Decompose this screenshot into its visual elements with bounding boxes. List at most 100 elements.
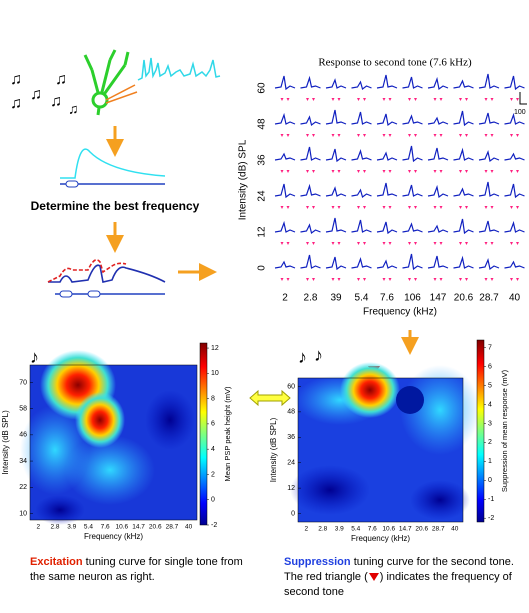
response-trace — [376, 221, 398, 235]
colorbar-tick-label: -2 — [211, 522, 217, 529]
colorbar-tick-label: -1 — [488, 496, 494, 503]
x-tick-label: 20.6 — [149, 524, 162, 531]
response-trace — [325, 78, 347, 89]
tone-marker — [433, 242, 437, 245]
tone-marker — [459, 134, 462, 137]
tone-marker — [490, 242, 494, 245]
heat-blob — [400, 365, 480, 455]
y-axis-label: Intensity (dB) SPL — [238, 139, 249, 220]
tone-marker — [382, 134, 386, 137]
tone-marker — [510, 98, 513, 101]
tone-marker — [490, 98, 494, 101]
x-tick-label: 14.7 — [399, 526, 412, 533]
x-tick-label: 7.6 — [380, 293, 394, 304]
tone-marker — [312, 170, 315, 173]
tone-marker — [286, 206, 290, 209]
x-tick-label: 28.7 — [166, 524, 179, 531]
tone-marker — [408, 134, 411, 137]
tone-marker — [388, 98, 392, 101]
tone-marker — [516, 134, 519, 137]
tone-marker — [459, 98, 462, 101]
colorbar-tick-label: 4 — [488, 401, 492, 408]
y-tick-label: 0 — [291, 510, 295, 517]
response-trace — [453, 218, 474, 235]
tone-marker — [439, 206, 443, 209]
response-trace — [504, 260, 525, 269]
y-tick-label: 46 — [19, 432, 27, 439]
tone-marker — [280, 206, 284, 209]
caption-text: tuning curve for single tone from the sa… — [30, 556, 243, 583]
tone-marker — [433, 278, 437, 281]
response-trace — [427, 76, 449, 91]
tone-marker — [357, 134, 360, 137]
response-trace — [402, 253, 423, 271]
y-tick-label: 60 — [287, 383, 295, 390]
tone-marker — [306, 278, 309, 281]
response-trace — [478, 112, 500, 125]
tone-marker — [337, 242, 341, 245]
colorbar-tick-label: 7 — [488, 344, 492, 351]
response-trace — [402, 114, 423, 125]
note: ♪ — [298, 347, 307, 367]
tone-marker — [357, 98, 360, 101]
response-trace — [351, 148, 372, 161]
tone-marker — [414, 278, 417, 281]
x-tick-label: 14.7 — [132, 524, 145, 531]
x-tick-label: 40 — [509, 293, 521, 304]
caption: Excitation tuning curve for single tone … — [30, 555, 255, 585]
tone-marker — [286, 98, 290, 101]
tone-marker — [337, 278, 341, 281]
x-tick-label: 5.4 — [84, 524, 93, 531]
response-trace — [325, 186, 347, 197]
note: ♫ — [10, 71, 22, 88]
response-trace — [351, 80, 372, 91]
response-trace — [478, 220, 500, 233]
tone-marker — [388, 170, 392, 173]
colorbar-label: Mean PSP peak height (mV) — [223, 386, 232, 481]
tone-marker — [306, 206, 309, 209]
tone-marker — [484, 242, 488, 245]
tone-marker — [484, 206, 488, 209]
response-trace — [325, 256, 347, 271]
caption-highlight: Excitation — [30, 556, 83, 568]
trace-pair — [47, 259, 127, 283]
heat-blob — [35, 495, 85, 525]
colorbar-tick-label: 0 — [488, 477, 492, 484]
tone-marker — [388, 242, 392, 245]
tone-marker — [363, 278, 366, 281]
y-tick-label: 12 — [287, 485, 295, 492]
response-trace — [453, 187, 474, 197]
y-tick-label: 24 — [257, 190, 268, 202]
response-trace — [351, 188, 372, 199]
tone-marker — [490, 134, 494, 137]
scale-bar — [519, 92, 527, 105]
colorbar-tick-label: 6 — [211, 421, 215, 428]
response-trace — [376, 113, 398, 127]
x-tick-label: 28.7 — [432, 526, 445, 533]
tone-marker — [490, 206, 494, 209]
y-tick-label: 58 — [19, 406, 27, 413]
colorbar-tick-label: 12 — [211, 345, 219, 352]
heatmap-frame — [29, 364, 198, 521]
step-label: Determine the best frequency — [31, 199, 200, 213]
tone-marker — [357, 206, 360, 209]
response-trace — [453, 79, 474, 89]
caption-highlight: Suppression — [284, 556, 351, 568]
tone-marker — [465, 134, 468, 137]
x-tick-label: 40 — [185, 524, 193, 531]
x-tick-label: 20.6 — [415, 526, 428, 533]
tone-marker — [459, 242, 462, 245]
tone-marker — [363, 98, 366, 101]
response-trace — [274, 75, 296, 91]
y-tick-label: 34 — [19, 458, 27, 465]
y-tick-label: 70 — [19, 379, 27, 386]
y-tick-label: 22 — [19, 484, 27, 491]
response-trace — [402, 76, 423, 89]
tone-marker — [331, 206, 335, 209]
tone-marker — [465, 278, 468, 281]
heatmap-frame — [297, 377, 464, 523]
y-tick-label: 12 — [257, 226, 268, 238]
response-trace — [274, 220, 296, 233]
tone-marker — [414, 134, 417, 137]
tone-marker — [337, 206, 341, 209]
